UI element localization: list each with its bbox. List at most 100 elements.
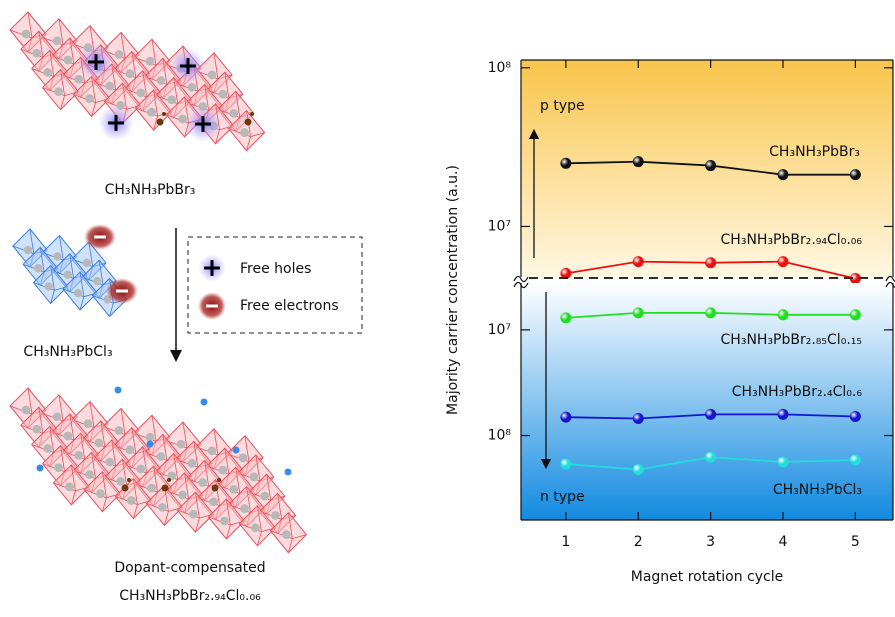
y-tick-label: 10⁸ — [488, 60, 512, 76]
data-point — [705, 307, 716, 318]
atom — [32, 49, 41, 58]
annotation: p type — [540, 98, 585, 114]
series-label: CH₃NH₃PbBr₂.₈₅Cl₀.₁₅ — [721, 332, 862, 348]
atom — [74, 75, 83, 84]
data-point — [777, 309, 788, 320]
x-tick-label: 1 — [561, 534, 570, 550]
data-point — [777, 457, 788, 468]
dopant — [162, 485, 169, 492]
atom — [239, 453, 248, 462]
data-point — [850, 169, 861, 180]
atom — [198, 478, 207, 487]
atom — [53, 252, 61, 260]
cl-atom — [201, 399, 208, 406]
data-point — [633, 256, 644, 267]
dopant — [212, 485, 219, 492]
cl-atom — [147, 441, 154, 448]
atom — [83, 259, 91, 267]
atom — [24, 246, 32, 254]
atom — [32, 425, 41, 434]
atom — [208, 447, 217, 456]
atom — [187, 83, 196, 92]
atom — [240, 504, 249, 513]
crystal-drawings — [10, 12, 306, 553]
x-tick-label: 5 — [851, 534, 860, 550]
atom — [209, 497, 218, 506]
data-point — [560, 459, 571, 470]
dopant — [217, 478, 221, 482]
atom — [156, 452, 165, 461]
series-label: CH₃NH₃PbBr₂.₉₄Cl₀.₀₆ — [721, 232, 863, 248]
atom — [156, 76, 165, 85]
atom — [240, 128, 249, 137]
atom — [136, 89, 145, 98]
atom — [251, 523, 260, 532]
atom — [22, 30, 31, 39]
atom — [53, 412, 62, 421]
atom — [208, 71, 217, 80]
middle-label: CH₃NH₃PbCl₃ — [23, 344, 112, 360]
atom — [43, 68, 52, 77]
data-point — [850, 309, 861, 320]
atom — [53, 36, 62, 45]
atom — [94, 438, 103, 447]
atom — [158, 503, 167, 512]
legend-holes: Free holes — [240, 261, 311, 277]
atom — [218, 466, 227, 475]
data-point — [633, 307, 644, 318]
top-label: CH₃NH₃PbBr₃ — [105, 182, 196, 198]
atom — [147, 108, 156, 117]
atom — [105, 458, 114, 467]
data-point — [560, 158, 571, 169]
chart: 10⁷ 10⁸ Majority carrier concentration (a.… — [445, 60, 895, 585]
atom — [167, 95, 176, 104]
series-label: CH₃NH₃PbCl₃ — [773, 482, 862, 498]
data-point — [777, 409, 788, 420]
atom — [65, 482, 74, 491]
data-point — [633, 156, 644, 167]
y-tick-label: 10⁸ — [488, 428, 512, 444]
atom — [115, 426, 124, 435]
atom — [249, 473, 258, 482]
x-tick-label: 4 — [779, 534, 788, 550]
atom — [22, 406, 31, 415]
data-point — [560, 412, 571, 423]
data-point — [705, 160, 716, 171]
x-tick-label: 2 — [634, 534, 643, 550]
data-point — [633, 464, 644, 475]
data-point — [850, 411, 861, 422]
atom — [177, 440, 186, 449]
bottom-label: CH₃NH₃PbBr₂.₉₄Cl₀.₀₆ — [119, 588, 261, 604]
atom — [187, 459, 196, 468]
data-point — [705, 257, 716, 268]
series-label: CH₃NH₃PbBr₂.₄Cl₀.₆ — [732, 384, 863, 400]
cl-atom — [37, 465, 44, 472]
atom — [64, 271, 72, 279]
atom — [43, 444, 52, 453]
annotation: n type — [540, 489, 585, 505]
atom — [63, 432, 72, 441]
data-point — [560, 312, 571, 323]
atom — [147, 484, 156, 493]
atom — [116, 477, 125, 486]
atom — [54, 463, 63, 472]
bottom-label: Dopant-compensated — [114, 560, 265, 576]
atom — [125, 69, 134, 78]
atom — [127, 496, 136, 505]
dopant — [250, 112, 254, 116]
cl-atom — [233, 447, 240, 454]
dopant — [157, 119, 164, 126]
atom — [260, 492, 269, 501]
data-point — [850, 454, 861, 465]
atom — [229, 485, 238, 494]
atom — [63, 56, 72, 65]
atom — [189, 510, 198, 519]
atom — [85, 470, 94, 479]
atom — [85, 94, 94, 103]
data-point — [633, 413, 644, 424]
dopant — [122, 485, 129, 492]
dopant — [127, 478, 131, 482]
y-tick-label: 10⁷ — [488, 322, 511, 338]
cl-atom — [115, 387, 122, 394]
y-axis-label: Majority carrier concentration (a.u.) — [445, 165, 461, 415]
